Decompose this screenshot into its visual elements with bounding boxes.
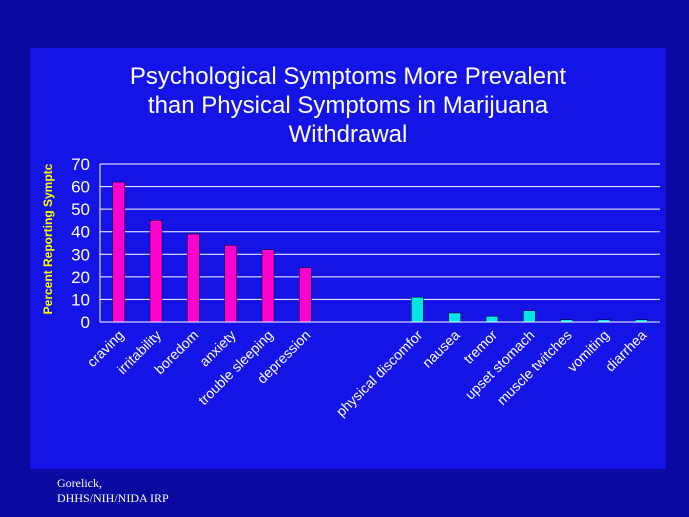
- chart-title-line-1: Psychological Symptoms More Prevalent: [129, 63, 567, 90]
- y-tick-label: 60: [71, 178, 90, 197]
- y-tick-label: 30: [71, 245, 90, 264]
- bar: [299, 267, 312, 323]
- chart-title-line-2: than Physical Symptoms in Marijuana: [147, 92, 549, 119]
- bar: [187, 233, 200, 323]
- bar: [224, 245, 237, 323]
- chart-panel: [30, 48, 666, 469]
- source-line-2: DHHS/NIH/NIDA IRP: [57, 491, 169, 505]
- x-tick-label: diarrhea: [602, 327, 650, 375]
- source-note: Gorelick, DHHS/NIH/NIDA IRP: [57, 476, 169, 506]
- chart-title: Psychological Symptoms More Prevalent th…: [30, 62, 666, 149]
- y-tick-label: 10: [71, 290, 90, 309]
- bar: [485, 316, 499, 323]
- bar: [261, 249, 275, 323]
- y-axis-label: Percent Reporting Symptc: [41, 163, 55, 314]
- y-tick-label: 0: [81, 313, 90, 332]
- y-tick-label: 50: [71, 200, 90, 219]
- bar: [448, 312, 461, 323]
- chart-title-line-3: Withdrawal: [288, 121, 408, 148]
- x-tick-label: nausea: [419, 327, 463, 371]
- bar: [112, 181, 125, 323]
- x-tick-label: physical discomfor: [333, 327, 426, 420]
- bar: [523, 310, 536, 323]
- y-tick-label: 40: [71, 223, 90, 242]
- bar: [411, 296, 424, 323]
- source-line-1: Gorelick,: [57, 476, 102, 490]
- bar: [149, 220, 163, 323]
- y-tick-label: 20: [71, 268, 90, 287]
- y-tick-label: 70: [71, 155, 90, 174]
- x-tick-label: vomiting: [564, 327, 612, 375]
